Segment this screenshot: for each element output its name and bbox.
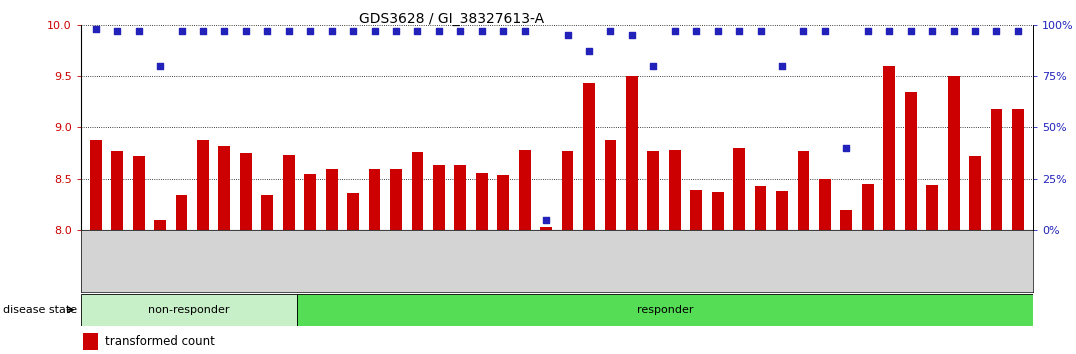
- Point: [195, 28, 212, 34]
- Bar: [369, 169, 381, 230]
- Text: responder: responder: [637, 305, 693, 315]
- Bar: [733, 148, 745, 230]
- Point: [280, 28, 297, 34]
- Point: [880, 28, 897, 34]
- Bar: [648, 151, 660, 230]
- Bar: [626, 76, 638, 230]
- Point: [538, 217, 555, 223]
- Bar: [797, 151, 809, 230]
- Point: [817, 28, 834, 34]
- Bar: [862, 184, 874, 230]
- Bar: [776, 191, 788, 230]
- Point: [988, 28, 1005, 34]
- Point: [344, 28, 362, 34]
- Bar: [81, 294, 297, 326]
- Point: [87, 26, 104, 32]
- Bar: [754, 186, 766, 230]
- Text: non-responder: non-responder: [148, 305, 229, 315]
- Bar: [391, 169, 401, 230]
- Point: [774, 63, 791, 69]
- Point: [966, 28, 983, 34]
- Bar: [562, 151, 574, 230]
- Point: [645, 63, 662, 69]
- Point: [580, 48, 597, 54]
- Point: [558, 32, 576, 38]
- Bar: [969, 156, 981, 230]
- Bar: [476, 173, 487, 230]
- Text: transformed count: transformed count: [104, 335, 215, 348]
- Bar: [540, 227, 552, 230]
- Point: [109, 28, 126, 34]
- Text: GDS3628 / GI_38327613-A: GDS3628 / GI_38327613-A: [359, 12, 544, 27]
- Bar: [691, 190, 703, 230]
- Bar: [89, 140, 101, 230]
- Point: [1009, 28, 1027, 34]
- Bar: [840, 210, 852, 230]
- Point: [258, 28, 275, 34]
- Bar: [819, 179, 831, 230]
- Bar: [411, 152, 423, 230]
- Point: [516, 28, 534, 34]
- Point: [366, 28, 383, 34]
- Bar: [218, 146, 230, 230]
- Point: [623, 32, 640, 38]
- Bar: [926, 185, 938, 230]
- Bar: [883, 66, 895, 230]
- Point: [709, 28, 726, 34]
- Bar: [297, 294, 1033, 326]
- Bar: [605, 140, 617, 230]
- Point: [945, 28, 962, 34]
- Point: [795, 28, 812, 34]
- Bar: [154, 220, 166, 230]
- Bar: [454, 165, 466, 230]
- Point: [666, 28, 683, 34]
- Bar: [348, 193, 359, 230]
- Bar: [905, 92, 917, 230]
- Point: [237, 28, 254, 34]
- Point: [495, 28, 512, 34]
- Point: [473, 28, 491, 34]
- Bar: [305, 173, 316, 230]
- Bar: [261, 195, 273, 230]
- Bar: [712, 192, 723, 230]
- Bar: [433, 165, 444, 230]
- Bar: [948, 76, 960, 230]
- Bar: [991, 109, 1003, 230]
- Point: [130, 28, 147, 34]
- Point: [173, 28, 190, 34]
- Bar: [132, 156, 144, 230]
- Bar: [497, 175, 509, 230]
- Text: disease state: disease state: [3, 305, 77, 315]
- Bar: [197, 140, 209, 230]
- Point: [409, 28, 426, 34]
- Bar: [669, 150, 681, 230]
- Point: [452, 28, 469, 34]
- Bar: [175, 195, 187, 230]
- Point: [152, 63, 169, 69]
- Point: [430, 28, 448, 34]
- Point: [301, 28, 318, 34]
- Bar: [83, 333, 98, 350]
- Point: [731, 28, 748, 34]
- Point: [923, 28, 940, 34]
- Point: [752, 28, 769, 34]
- Point: [688, 28, 705, 34]
- Bar: [240, 153, 252, 230]
- Bar: [283, 155, 295, 230]
- Point: [387, 28, 405, 34]
- Bar: [519, 150, 530, 230]
- Bar: [583, 83, 595, 230]
- Point: [323, 28, 340, 34]
- Point: [902, 28, 919, 34]
- Bar: [1013, 109, 1024, 230]
- Bar: [111, 151, 123, 230]
- Point: [216, 28, 233, 34]
- Bar: [326, 169, 338, 230]
- Point: [860, 28, 877, 34]
- Point: [838, 145, 855, 151]
- Point: [601, 28, 619, 34]
